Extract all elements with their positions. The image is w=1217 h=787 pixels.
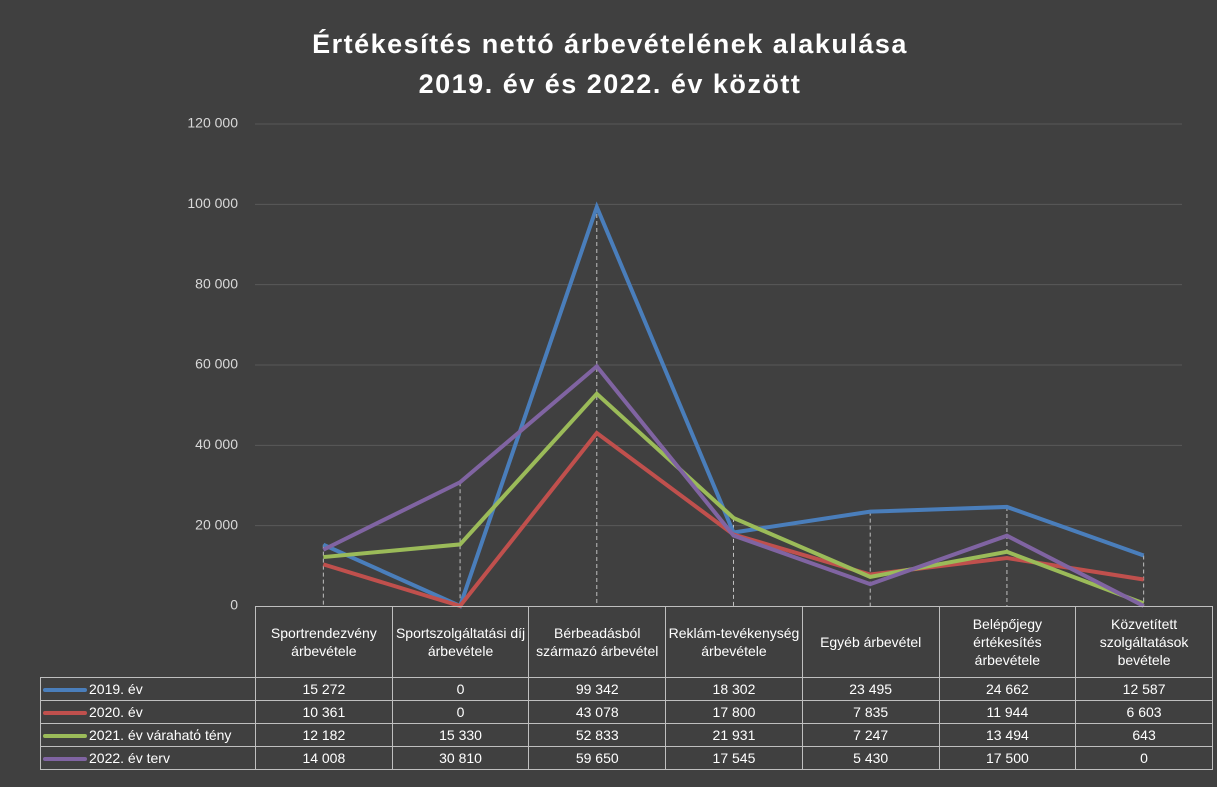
y-tick-label: 40 000 [195,436,238,452]
series-line [322,363,1145,608]
legend-entry: 2019. év [40,677,256,701]
series-row: 2021. év várahatό tény 12 182 15 330 52 833… [40,723,1213,747]
series-row: 2019. év 15 272 0 99 342 18 302 23 495 24 662 1… [40,677,1213,701]
value-cell: 10 361 [255,700,393,724]
legend-swatch [43,688,87,693]
y-tick-label: 60 000 [195,356,238,372]
legend-entry: 2022. év terv [40,746,256,770]
legend-entry: 2021. év várahatό tény [40,723,256,747]
category-label: Sportrendezvény árbevétele [255,606,393,678]
value-cell: 13 494 [938,723,1077,747]
value-cell: 21 931 [665,723,803,747]
header-row: Sportrendezvény árbevétele Sportszolgálta… [40,606,1213,678]
category-label: Bérbeadásból származó árbevétel [528,606,667,678]
value-cell: 5 430 [801,746,940,770]
value-cell: 24 662 [938,677,1077,701]
value-cell: 17 545 [665,746,803,770]
y-tick-label: 0 [230,597,238,613]
legend-label: 2021. év várahatό tény [89,727,232,743]
category-label: Reklám-tevékenység árbevétele [665,606,803,678]
value-cell: 18 302 [665,677,803,701]
value-cell: 17 800 [665,700,803,724]
value-cell: 23 495 [801,677,940,701]
category-label: Sportszolgáltatási díj árbevétele [391,606,530,678]
value-cell: 12 587 [1075,677,1213,701]
value-cell: 17 500 [938,746,1077,770]
y-tick-label: 80 000 [195,275,238,291]
legend-label: 2020. év [89,704,143,720]
chart-title: 2019. év és 2022. év között [419,69,802,99]
value-cell: 0 [391,677,530,701]
value-cell: 0 [391,700,530,724]
value-cell: 99 342 [528,677,667,701]
y-tick-label: 120 000 [187,115,238,131]
value-cell: 643 [1075,723,1213,747]
value-cell: 15 330 [391,723,530,747]
value-cell: 14 008 [255,746,393,770]
series-line [323,390,1145,606]
value-cell: 11 944 [938,700,1077,724]
legend-label: 2019. év [89,681,143,697]
value-cell: 7 247 [801,723,940,747]
value-cell: 52 833 [528,723,667,747]
category-label: Belépőjegy értékesítés árbevétele [938,606,1077,678]
value-cell: 7 835 [801,700,940,724]
legend-swatch [43,734,87,739]
blank-cell [40,606,256,678]
data-table: Sportrendezvény árbevétele Sportszolgálta… [40,606,1213,770]
legend-entry: 2020. év [40,700,256,724]
y-tick-label: 20 000 [195,516,238,532]
value-cell: 59 650 [528,746,667,770]
series-row: 2022. év terv 14 008 30 810 59 650 17 545 5 4… [40,746,1213,770]
y-tick-label: 100 000 [187,195,238,211]
value-cell: 12 182 [255,723,393,747]
value-cell: 43 078 [528,700,667,724]
category-label: Egyéb árbevétel [801,606,940,678]
legend-label: 2022. év terv [89,750,170,766]
value-cell: 6 603 [1075,700,1213,724]
chart-title: Értékesítés nettó árbevételének alakulás… [312,28,908,59]
value-cell: 30 810 [391,746,530,770]
legend-swatch [43,757,87,762]
value-cell: 0 [1075,746,1213,770]
category-label: Közvetített szolgáltatások bevétele [1075,606,1213,678]
value-cell: 15 272 [255,677,393,701]
legend-swatch [43,711,87,716]
series-row: 2020. év 10 361 0 43 078 17 800 7 835 11 944 6 … [40,700,1213,724]
